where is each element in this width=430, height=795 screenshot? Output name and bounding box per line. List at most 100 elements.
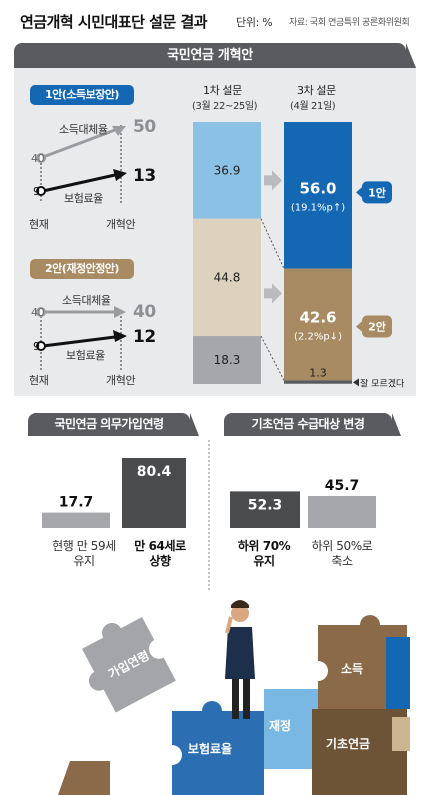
plan1-income-start <box>36 153 46 163</box>
plan1-income-proposed: 50 <box>133 117 156 137</box>
pension-reform-header: 국민연금 개혁안 <box>14 43 416 68</box>
basic-svg-value-1: 52.3 <box>248 497 283 513</box>
plan2-premium-proposed: 12 <box>133 327 156 347</box>
puzzle-label-premium: 보험료율 <box>188 741 232 756</box>
survey1-label: 1차 설문 <box>203 84 242 97</box>
legend-pill-1 <box>362 181 392 204</box>
plan2-x-current: 현재 <box>29 374 49 387</box>
plan2-x-proposed: 개혁안 <box>106 374 136 387</box>
age-svg-bar-1 <box>42 512 110 528</box>
age-cat2-line2: 상향 <box>149 554 171 568</box>
survey-value-2-2: 42.6 <box>299 309 336 327</box>
age-svg-bar-2 <box>122 458 186 528</box>
plan1-premium-current: 9 <box>33 185 40 198</box>
survey-change-2: (2.2%p↓) <box>294 332 342 343</box>
plan1-income-label: 소득대체율 <box>59 123 108 136</box>
survey-value-1-3: 18.3 <box>214 353 241 367</box>
survey-connector-2 <box>260 335 285 381</box>
age-cat2-line1: 만 64세로 <box>134 539 186 553</box>
survey-bar-2-seg-2 <box>284 268 352 381</box>
section-divider <box>208 440 210 590</box>
puzzle-piece-income: 소득 <box>318 615 407 709</box>
plan1-premium-proposed: 13 <box>133 166 156 186</box>
person-figure <box>225 600 255 719</box>
plan1-badge: 1안(소득보장안) <box>30 85 134 105</box>
survey-value-2-3: 1.3 <box>309 366 327 379</box>
puzzle-piece-premium: 보험료율 <box>172 701 264 795</box>
legend-label-3: 잘 모르겠다 <box>360 377 405 389</box>
age-svg-value-2: 80.4 <box>137 464 172 480</box>
plan1-line-graph <box>36 125 127 203</box>
plan2-income-current: 40 <box>31 306 45 319</box>
plan1-premium-label: 보험료율 <box>64 192 103 205</box>
basic-cat1-line2: 유지 <box>253 554 275 568</box>
puzzle-piece-basic: 기초연금 <box>312 709 407 795</box>
plan2-income-arrow <box>114 306 126 318</box>
basic-svg-value-2: 45.7 <box>325 478 360 494</box>
page-title: 연금개혁 시민대표단 설문 결과 <box>20 13 208 31</box>
plan2-income-label: 소득대체율 <box>62 294 111 307</box>
survey1-date: (3월 22~25일) <box>192 101 258 112</box>
survey-bar-2-seg-3 <box>284 380 352 384</box>
legend-label-2: 2안 <box>368 320 386 334</box>
plan2-premium-start <box>36 341 46 351</box>
survey-bar-1-seg-1 <box>193 122 261 219</box>
survey-value-1-1: 36.9 <box>214 163 241 177</box>
basic-chart: 52.3 45.7 <box>230 478 376 528</box>
plan2-income-proposed: 40 <box>133 302 156 322</box>
survey-arrow-2 <box>264 283 282 304</box>
basic-cat2-line2: 축소 <box>331 554 353 568</box>
plan2-premium-label: 보험료율 <box>66 349 105 362</box>
legend-pointer-3 <box>353 378 359 387</box>
legend-pill-2 <box>362 315 392 338</box>
unit-label: 단위: % <box>236 16 273 29</box>
basic-svg-bar-2 <box>308 496 376 528</box>
age-cat1-line1: 현행 만 59세 <box>52 539 116 553</box>
plan2-premium-arrow <box>113 330 127 342</box>
plan2-premium-line <box>42 335 116 348</box>
basic-cat1-line1: 하위 70% <box>237 539 291 553</box>
plan2-income-start <box>36 307 46 317</box>
basic-svg-bar-1 <box>230 491 300 528</box>
age-cat1-line2: 유지 <box>73 554 95 568</box>
plan1-premium-line <box>42 173 116 193</box>
basic-chart-header: 기초연금 수급대상 변경 <box>224 413 401 436</box>
survey-arrow-1 <box>264 170 282 191</box>
age-svg-value-1: 17.7 <box>59 495 94 511</box>
survey3-label: 3차 설문 <box>297 84 336 97</box>
source-label: 자료: 국회 연금특위 공론화위원회 <box>289 18 410 28</box>
plan2-badge: 2안(재정안정안) <box>30 259 134 279</box>
plan1-x-proposed: 개혁안 <box>106 218 136 231</box>
plan1-premium-arrow <box>113 169 127 181</box>
survey-connector-1 <box>260 218 285 269</box>
survey-bar-1-seg-2 <box>193 218 261 337</box>
plan1-premium-start <box>36 186 46 196</box>
age-chart-header: 국민연금 의무가입연령 <box>28 413 199 436</box>
puzzle-illustration: 가입연령 보험료율 재정 소득 기초연금 <box>58 600 410 795</box>
plan1-income-line <box>42 128 116 159</box>
puzzle-piece-corner <box>392 717 410 751</box>
plan1-income-arrow <box>112 126 126 136</box>
puzzle-piece-finance: 재정 <box>264 689 320 769</box>
legend-label-1: 1안 <box>368 185 386 199</box>
plan1-x-current: 현재 <box>29 218 49 231</box>
survey-stacked-chart: 36.9 44.8 18.3 56.0 (19.1%p↑) 42.6 (2.2%p↓) 1.… <box>193 122 405 389</box>
puzzle-label-basic: 기초연금 <box>326 736 370 751</box>
puzzle-label-finance: 재정 <box>269 718 291 733</box>
survey3-date: (4월 21일) <box>290 101 336 112</box>
puzzle-piece-blue <box>386 637 410 709</box>
plan1-income-current: 40 <box>31 152 45 165</box>
survey-value-1-2: 44.8 <box>214 270 241 284</box>
age-chart: 17.7 80.4 <box>42 458 186 528</box>
puzzle-label-income: 소득 <box>341 662 363 676</box>
puzzle-piece-bottom-left <box>58 761 110 795</box>
plan2-line-graph <box>36 306 127 372</box>
basic-cat2-line1: 하위 50%로 <box>311 539 373 553</box>
legend-pointer-2 <box>356 320 363 333</box>
plan2-premium-current: 9 <box>33 340 40 353</box>
legend-pointer-1 <box>356 186 363 199</box>
survey-bar-2-seg-1 <box>284 122 352 269</box>
survey-bar-1-seg-3 <box>193 336 261 384</box>
puzzle-piece-age: 가입연령 <box>82 617 176 713</box>
survey-change-1: (19.1%p↑) <box>291 202 345 213</box>
